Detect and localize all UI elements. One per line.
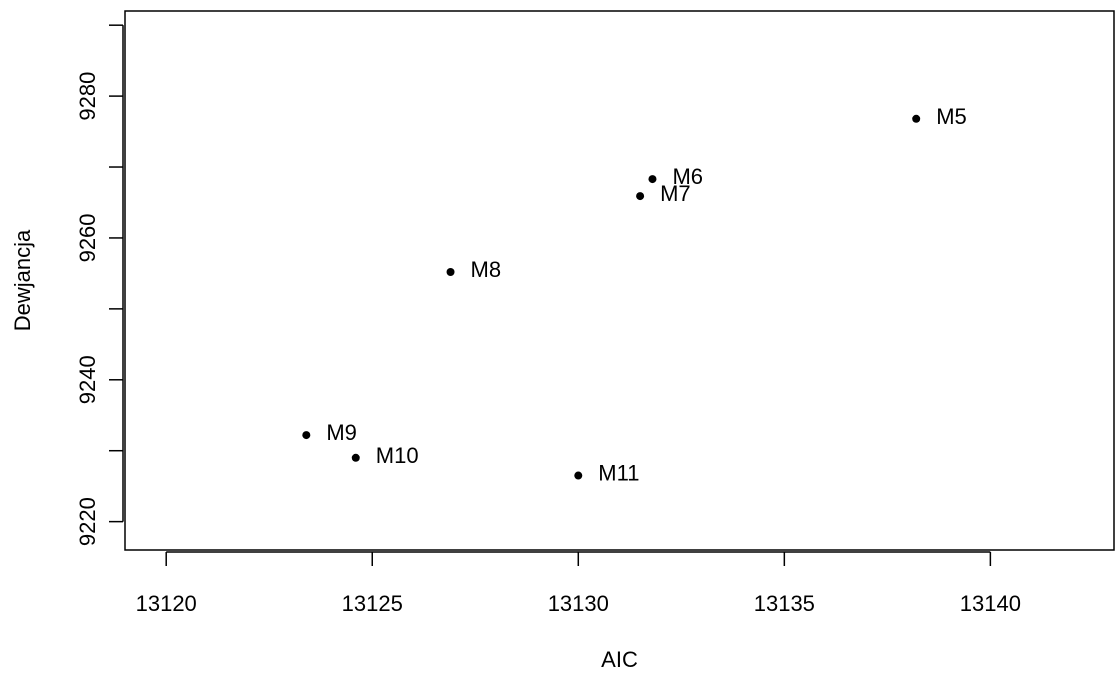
data-point-m10 bbox=[351, 453, 360, 462]
y-tick-label: 9260 bbox=[75, 213, 100, 262]
plot-frame bbox=[124, 10, 1115, 551]
x-tick-label: 13120 bbox=[136, 591, 197, 616]
point-label-m8: M8 bbox=[471, 257, 502, 282]
point-label-m10: M10 bbox=[376, 443, 419, 468]
point-label-m7: M7 bbox=[660, 181, 691, 206]
x-tick-label: 13140 bbox=[960, 591, 1021, 616]
point-label-m6: M6 bbox=[672, 164, 703, 189]
y-axis-label: Dewjancja bbox=[10, 229, 35, 331]
point-label-m9: M9 bbox=[326, 420, 357, 445]
y-axis: 9220 9240 9260 9280 bbox=[75, 24, 124, 546]
x-axis: 13120 13125 13130 13135 13140 bbox=[136, 551, 1021, 616]
point-label-m5: M5 bbox=[936, 104, 967, 129]
y-tick-label: 9280 bbox=[75, 72, 100, 121]
data-point-m7 bbox=[636, 192, 645, 201]
point-label-m11: M11 bbox=[598, 461, 639, 486]
x-tick-label: 13135 bbox=[754, 591, 815, 616]
y-tick-label: 9240 bbox=[75, 355, 100, 404]
data-point-m6 bbox=[648, 175, 657, 184]
data-point-m11 bbox=[574, 471, 583, 480]
data-point-m9 bbox=[302, 431, 311, 440]
data-point-m5 bbox=[912, 114, 921, 123]
x-axis-label: AIC bbox=[601, 647, 638, 672]
x-tick-label: 13125 bbox=[342, 591, 403, 616]
x-tick-label: 13130 bbox=[548, 591, 609, 616]
data-point-m8 bbox=[446, 267, 455, 276]
y-tick-label: 9220 bbox=[75, 497, 100, 546]
